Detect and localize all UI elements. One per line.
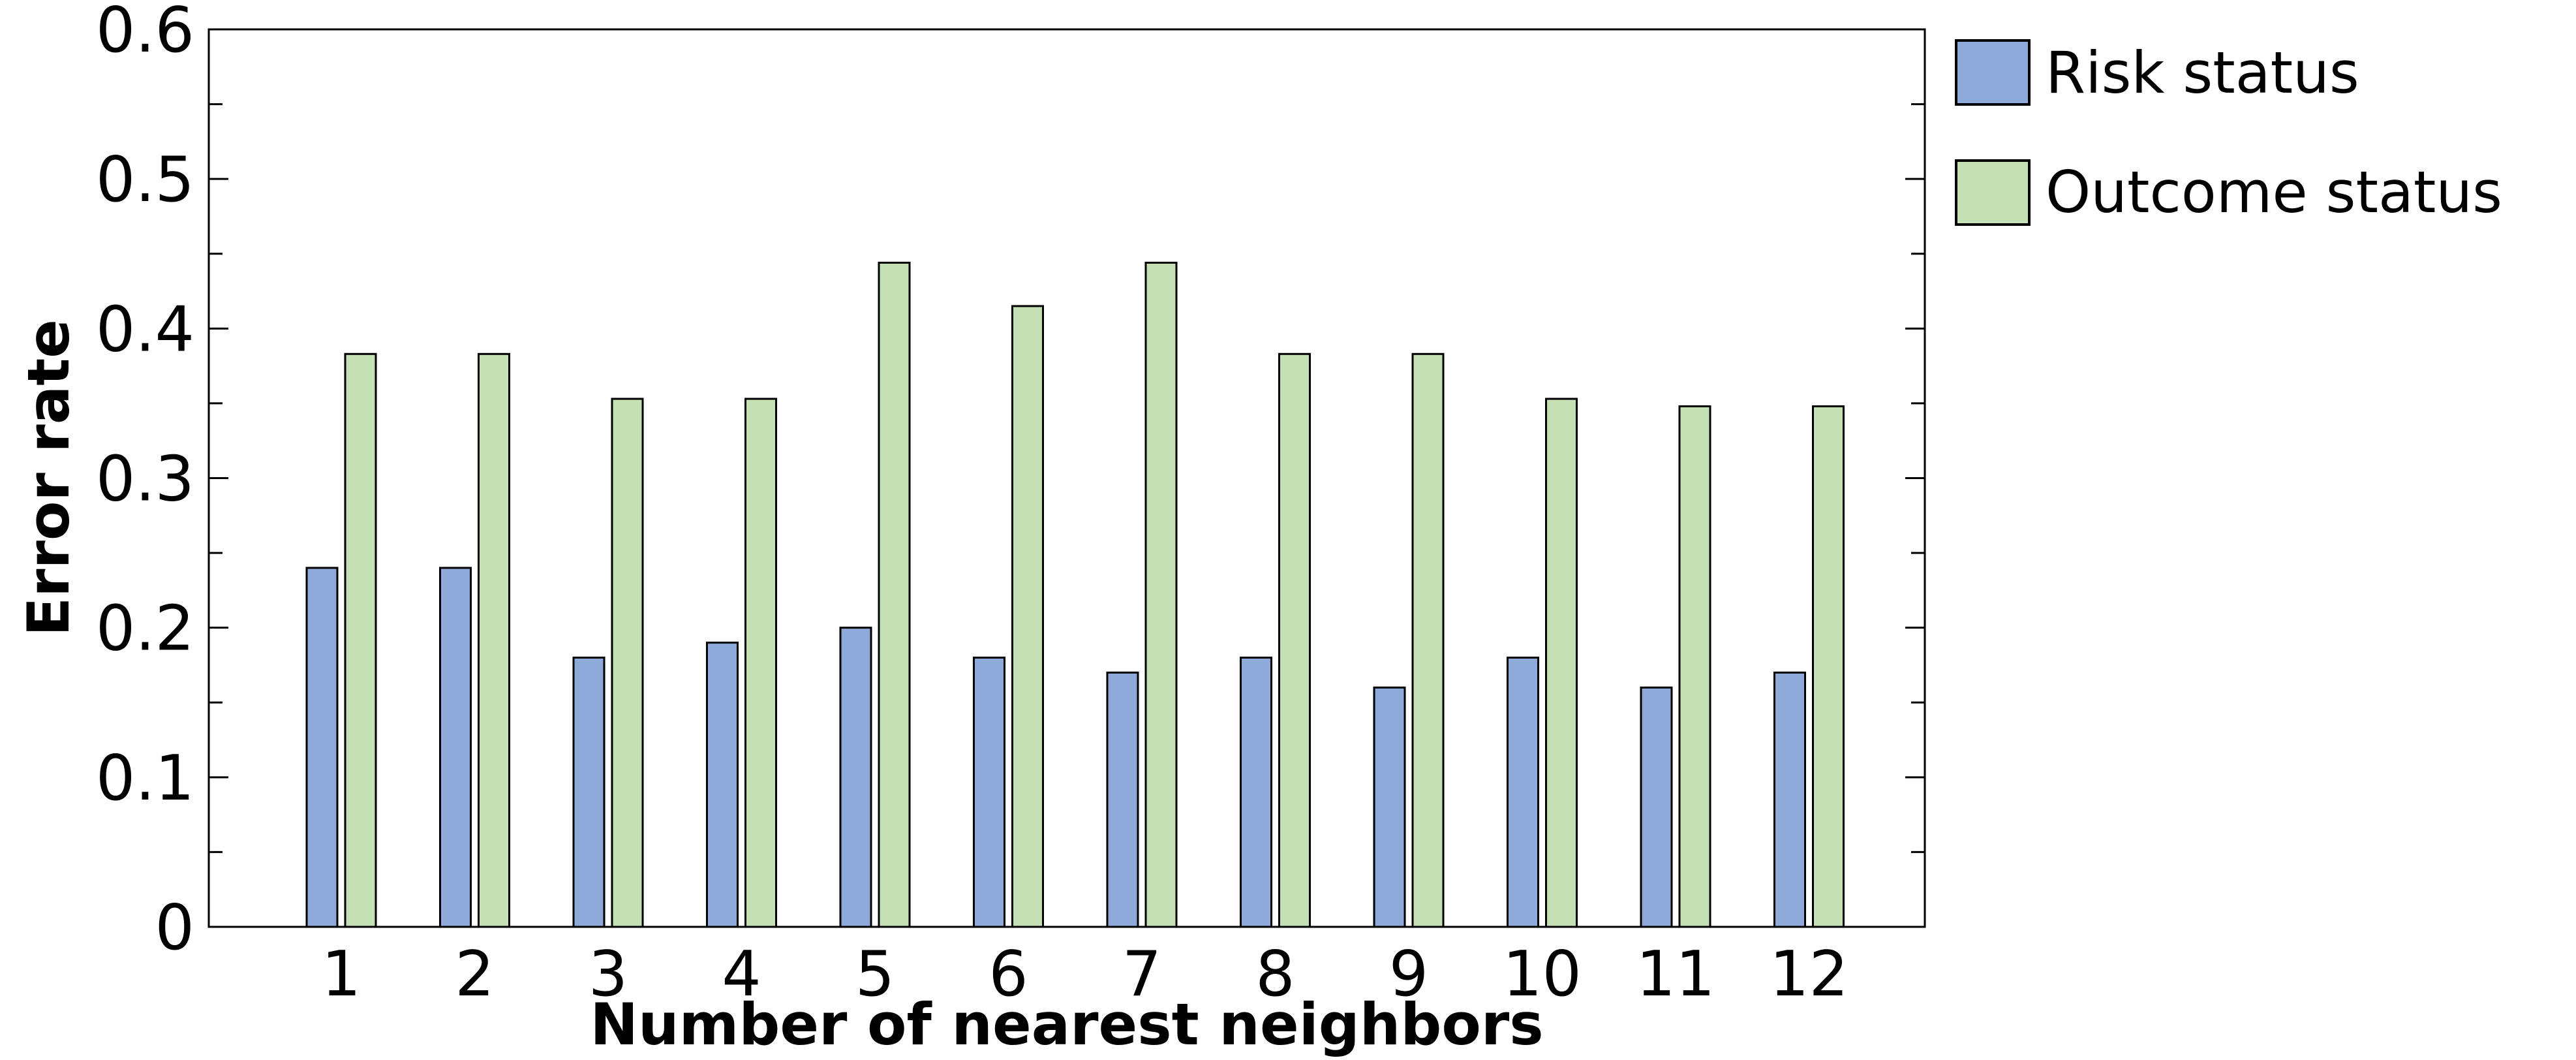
- bar-risk-status-2: [439, 567, 472, 928]
- bar-risk-status-11: [1640, 686, 1673, 928]
- x-tick-label-11: 11: [1636, 939, 1715, 1010]
- legend-swatch-risk-status: [1955, 39, 2031, 106]
- y-tick-label-0.6: 0.6: [96, 0, 194, 67]
- bar-risk-status-10: [1507, 657, 1539, 928]
- bar-outcome-status-6: [1011, 305, 1044, 928]
- x-tick-label-12: 12: [1770, 939, 1848, 1010]
- x-tick-label-7: 7: [1122, 939, 1161, 1010]
- y-tick-label-0: 0: [155, 892, 194, 964]
- bar-outcome-status-3: [611, 398, 644, 928]
- x-tick-label-3: 3: [589, 939, 628, 1010]
- bar-outcome-status-1: [344, 352, 377, 928]
- x-tick-label-10: 10: [1503, 939, 1582, 1010]
- bar-risk-status-4: [706, 642, 739, 928]
- x-tick-label-2: 2: [455, 939, 494, 1010]
- y-tick-label-0.5: 0.5: [96, 144, 194, 216]
- bars-layer: [305, 262, 1845, 928]
- bar-risk-status-3: [572, 657, 606, 928]
- legend-swatch-outcome-status: [1955, 159, 2031, 226]
- bar-risk-status-1: [305, 567, 339, 928]
- legend: Risk status Outcome status: [1955, 39, 2502, 226]
- x-tick-label-9: 9: [1389, 939, 1428, 1010]
- x-tick-label-4: 4: [722, 939, 761, 1010]
- x-tick-label-1: 1: [322, 939, 361, 1010]
- bar-outcome-status-8: [1278, 352, 1311, 928]
- bar-outcome-status-9: [1411, 352, 1445, 928]
- y-tick-label-0.2: 0.2: [96, 593, 194, 665]
- bar-risk-status-7: [1106, 671, 1139, 928]
- bar-outcome-status-2: [478, 352, 510, 928]
- bar-risk-status-9: [1373, 686, 1406, 928]
- bar-outcome-status-7: [1144, 262, 1178, 928]
- y-axis-title: Error rate: [15, 319, 82, 636]
- legend-label-risk-status: Risk status: [2046, 39, 2359, 106]
- bar-outcome-status-12: [1812, 405, 1845, 928]
- bar-risk-status-8: [1240, 657, 1272, 928]
- bar-outcome-status-4: [744, 398, 777, 928]
- y-tick-label-0.1: 0.1: [96, 743, 194, 815]
- legend-label-outcome-status: Outcome status: [2046, 159, 2502, 226]
- x-tick-label-6: 6: [989, 939, 1028, 1010]
- x-tick-label-5: 5: [855, 939, 895, 1010]
- bar-outcome-status-10: [1545, 398, 1578, 928]
- bar-risk-status-12: [1773, 671, 1806, 928]
- bar-outcome-status-5: [878, 262, 911, 928]
- x-axis-title: Number of nearest neighbors: [590, 991, 1543, 1058]
- x-tick-label-8: 8: [1255, 939, 1295, 1010]
- y-tick-label-0.4: 0.4: [96, 294, 194, 366]
- y-tick-label-0.3: 0.3: [96, 444, 194, 516]
- bar-outcome-status-11: [1678, 405, 1711, 928]
- bar-risk-status-5: [839, 627, 872, 928]
- bar-risk-status-6: [973, 657, 1005, 928]
